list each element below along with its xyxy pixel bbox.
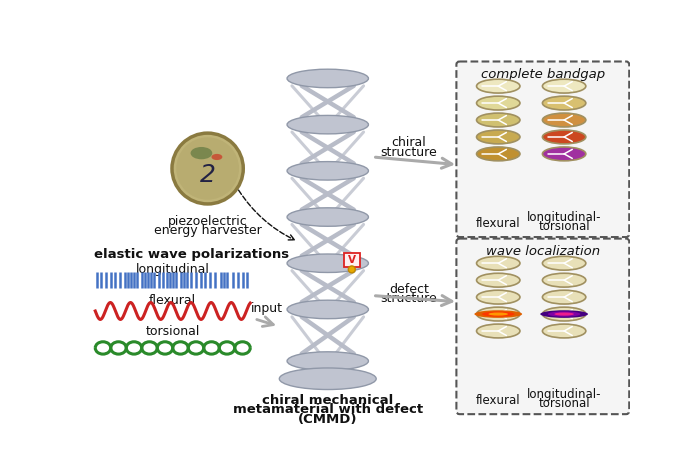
Ellipse shape bbox=[545, 152, 584, 159]
Text: flexural: flexural bbox=[149, 294, 196, 307]
Text: flexural: flexural bbox=[476, 217, 521, 230]
Ellipse shape bbox=[545, 329, 584, 336]
Ellipse shape bbox=[542, 147, 586, 161]
Ellipse shape bbox=[479, 101, 518, 108]
Ellipse shape bbox=[545, 135, 584, 142]
Text: 2: 2 bbox=[199, 163, 216, 187]
Ellipse shape bbox=[291, 358, 365, 368]
Text: wave localization: wave localization bbox=[486, 245, 600, 258]
Ellipse shape bbox=[545, 118, 584, 125]
Ellipse shape bbox=[479, 261, 518, 268]
Ellipse shape bbox=[477, 96, 520, 110]
Text: chiral mechanical: chiral mechanical bbox=[262, 394, 393, 407]
Ellipse shape bbox=[542, 307, 586, 321]
Ellipse shape bbox=[279, 368, 376, 390]
Ellipse shape bbox=[211, 154, 223, 160]
Text: energy harvester: energy harvester bbox=[154, 224, 262, 237]
Ellipse shape bbox=[477, 147, 520, 161]
Ellipse shape bbox=[479, 278, 518, 285]
Ellipse shape bbox=[477, 256, 520, 270]
Text: V: V bbox=[348, 255, 356, 265]
Ellipse shape bbox=[477, 113, 520, 127]
Ellipse shape bbox=[287, 254, 368, 273]
Text: structure: structure bbox=[381, 292, 438, 305]
Circle shape bbox=[176, 137, 239, 200]
Text: defect: defect bbox=[389, 283, 429, 296]
Ellipse shape bbox=[287, 69, 368, 88]
Ellipse shape bbox=[479, 312, 518, 319]
Text: structure: structure bbox=[381, 146, 438, 158]
Text: torsional: torsional bbox=[538, 220, 590, 233]
Ellipse shape bbox=[479, 84, 518, 91]
Text: flexural: flexural bbox=[476, 394, 521, 407]
Ellipse shape bbox=[545, 261, 584, 268]
Ellipse shape bbox=[542, 113, 586, 127]
Ellipse shape bbox=[545, 312, 584, 319]
Text: longitudinal: longitudinal bbox=[136, 263, 210, 276]
Text: longitudinal-: longitudinal- bbox=[527, 210, 601, 224]
Ellipse shape bbox=[542, 256, 586, 270]
Circle shape bbox=[349, 266, 356, 273]
Text: elastic wave polarizations: elastic wave polarizations bbox=[94, 248, 289, 261]
FancyBboxPatch shape bbox=[344, 253, 360, 267]
Ellipse shape bbox=[545, 84, 584, 91]
Ellipse shape bbox=[540, 310, 588, 318]
Ellipse shape bbox=[545, 295, 584, 302]
Ellipse shape bbox=[489, 312, 508, 316]
Ellipse shape bbox=[477, 307, 520, 321]
Ellipse shape bbox=[479, 118, 518, 125]
Ellipse shape bbox=[190, 147, 212, 159]
Circle shape bbox=[172, 133, 244, 204]
Ellipse shape bbox=[548, 311, 580, 317]
Ellipse shape bbox=[291, 307, 365, 317]
FancyBboxPatch shape bbox=[456, 62, 629, 237]
Ellipse shape bbox=[287, 162, 368, 180]
Ellipse shape bbox=[479, 329, 518, 336]
Ellipse shape bbox=[477, 130, 520, 144]
Ellipse shape bbox=[542, 130, 586, 144]
Ellipse shape bbox=[545, 101, 584, 108]
Ellipse shape bbox=[475, 310, 522, 318]
Ellipse shape bbox=[479, 135, 518, 142]
Ellipse shape bbox=[284, 376, 371, 388]
Ellipse shape bbox=[291, 168, 365, 178]
Ellipse shape bbox=[287, 115, 368, 134]
Ellipse shape bbox=[477, 290, 520, 304]
Ellipse shape bbox=[477, 273, 520, 287]
Text: (CMMD): (CMMD) bbox=[298, 413, 358, 426]
Text: longitudinal-: longitudinal- bbox=[527, 388, 601, 401]
Ellipse shape bbox=[287, 300, 368, 319]
Ellipse shape bbox=[291, 76, 365, 86]
Ellipse shape bbox=[477, 324, 520, 338]
Ellipse shape bbox=[287, 208, 368, 226]
Ellipse shape bbox=[287, 352, 368, 370]
Text: metamaterial with defect: metamaterial with defect bbox=[232, 403, 423, 416]
FancyBboxPatch shape bbox=[456, 238, 629, 414]
Ellipse shape bbox=[479, 295, 518, 302]
Text: torsional: torsional bbox=[538, 397, 590, 410]
Ellipse shape bbox=[291, 214, 365, 224]
Ellipse shape bbox=[291, 261, 365, 271]
Ellipse shape bbox=[542, 290, 586, 304]
Ellipse shape bbox=[545, 278, 584, 285]
Ellipse shape bbox=[554, 312, 574, 316]
Ellipse shape bbox=[542, 324, 586, 338]
Ellipse shape bbox=[542, 79, 586, 93]
Text: torsional: torsional bbox=[146, 325, 200, 338]
Text: complete bandgap: complete bandgap bbox=[481, 68, 605, 81]
Ellipse shape bbox=[482, 311, 514, 317]
Text: chiral: chiral bbox=[392, 137, 426, 149]
Ellipse shape bbox=[542, 96, 586, 110]
Ellipse shape bbox=[542, 273, 586, 287]
Text: input: input bbox=[251, 302, 284, 315]
Text: piezoelectric: piezoelectric bbox=[168, 215, 248, 228]
Ellipse shape bbox=[477, 79, 520, 93]
Ellipse shape bbox=[479, 152, 518, 159]
Ellipse shape bbox=[291, 122, 365, 132]
